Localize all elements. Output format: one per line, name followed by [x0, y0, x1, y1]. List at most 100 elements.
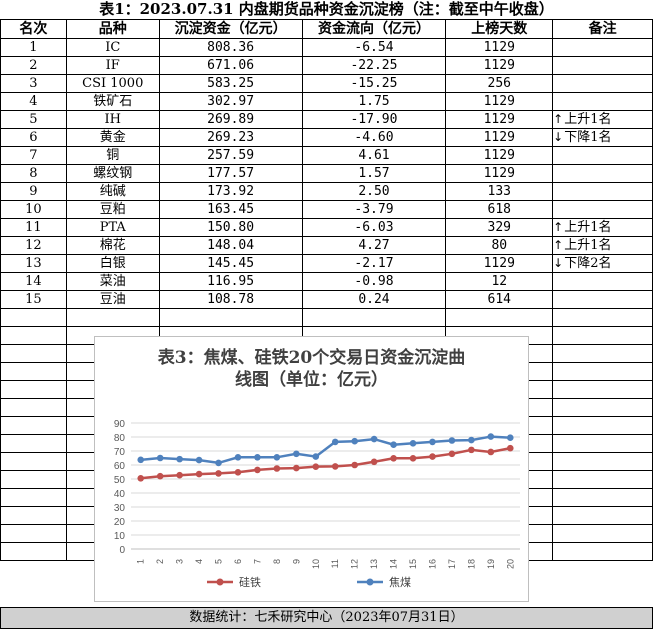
legend-label: 硅铁 [239, 576, 261, 589]
empty-cell [445, 308, 554, 327]
data-point [215, 459, 222, 467]
chart-title-line: 表3：焦煤、硅铁20个交易日资金沉淀曲 [157, 348, 466, 368]
empty-cell [552, 326, 653, 345]
data-point [331, 438, 339, 446]
data-point [215, 470, 222, 477]
data-point [254, 466, 261, 474]
rank-cell: 14 [0, 272, 67, 291]
empty-cell [0, 470, 67, 489]
empty-cell [0, 362, 67, 381]
arrow-down-icon: ↓ [553, 130, 564, 144]
data-point [429, 453, 436, 460]
name-cell: IH [65, 110, 160, 129]
data-point [390, 454, 397, 462]
data-point [176, 471, 183, 479]
data-point [370, 435, 378, 443]
data-point [351, 437, 358, 445]
flow-cell: -2.17 [301, 254, 447, 273]
x-tick-label: 11 [330, 559, 340, 568]
data-point [409, 454, 417, 462]
name-cell: 豆油 [65, 290, 160, 309]
table-row: 13 白银 145.45 -2.17 1129 ↓下降2名 [0, 254, 653, 273]
x-tick-label: 1 [136, 559, 146, 564]
header-flow: 资金流向（亿元） [301, 19, 447, 39]
note-cell [552, 290, 653, 309]
flow-cell: 1.75 [301, 92, 447, 111]
y-tick-label: 80 [114, 433, 126, 444]
days-cell: 1129 [445, 56, 554, 75]
flow-cell: -22.25 [301, 56, 447, 75]
y-tick-label: 70 [114, 447, 126, 458]
empty-cell [0, 344, 67, 363]
rank-cell: 9 [0, 182, 67, 201]
days-cell: 1129 [445, 110, 554, 129]
legend-label: 焦煤 [389, 576, 411, 589]
empty-cell [552, 524, 653, 543]
y-tick-label: 60 [114, 461, 126, 472]
data-point [234, 454, 242, 461]
data-point [312, 463, 320, 470]
x-tick-label: 10 [311, 559, 321, 569]
capital-cell: 177.57 [158, 164, 303, 183]
footer-source: 数据统计：七禾研究中心（2023年07月31日） [0, 607, 653, 629]
name-cell: 黄金 [65, 128, 160, 147]
empty-cell [0, 308, 67, 327]
data-point [409, 440, 417, 447]
empty-cell [0, 416, 67, 435]
flow-cell: -15.25 [301, 74, 447, 93]
empty-cell [0, 506, 67, 525]
data-point [156, 454, 164, 462]
name-cell: 菜油 [65, 272, 160, 291]
header-capital: 沉淀资金（亿元） [158, 19, 303, 39]
capital-cell: 163.45 [158, 200, 303, 219]
days-cell: 1129 [445, 254, 554, 273]
data-point [195, 470, 203, 478]
capital-cell: 150.80 [158, 218, 303, 237]
empty-cell [552, 452, 653, 471]
data-point [468, 446, 475, 454]
arrow-up-icon: ↑ [553, 112, 564, 126]
x-tick-label: 5 [214, 559, 224, 564]
capital-cell: 116.95 [158, 272, 303, 291]
days-cell: 1129 [445, 38, 554, 57]
capital-cell: 302.97 [158, 92, 303, 111]
name-cell: CSI 1000 [65, 74, 160, 93]
rank-cell: 7 [0, 146, 67, 165]
data-point [156, 472, 164, 480]
arrow-up-icon: ↑ [553, 220, 564, 234]
flow-cell: 4.61 [301, 146, 447, 165]
note-text: 上升1名 [564, 112, 612, 127]
note-cell [552, 56, 653, 75]
data-point [487, 448, 495, 456]
rank-cell: 1 [0, 38, 67, 57]
x-tick-label: 19 [486, 559, 496, 569]
x-tick-label: 3 [175, 559, 185, 564]
note-cell [552, 38, 653, 57]
header-days: 上榜天数 [445, 19, 554, 39]
note-cell: ↑上升1名 [552, 236, 653, 255]
rank-cell: 15 [0, 290, 67, 309]
data-point [254, 454, 261, 461]
rank-cell: 12 [0, 236, 67, 255]
data-point [137, 456, 145, 464]
table-row: 7 铜 257.59 4.61 1129 [0, 146, 653, 165]
rank-cell: 3 [0, 74, 67, 93]
empty-cell [65, 308, 160, 327]
flow-cell: 0.24 [301, 290, 447, 309]
legend-marker [366, 578, 374, 586]
flow-cell: -6.54 [301, 38, 447, 57]
note-cell [552, 200, 653, 219]
days-cell: 614 [445, 290, 554, 309]
note-cell [552, 182, 653, 201]
arrow-up-icon: ↑ [553, 238, 564, 252]
rank-cell: 5 [0, 110, 67, 129]
data-point [468, 436, 475, 444]
note-text: 上升1名 [564, 220, 612, 235]
capital-cell: 808.36 [158, 38, 303, 57]
days-cell: 618 [445, 200, 554, 219]
empty-cell [0, 524, 67, 543]
empty-row [0, 308, 653, 327]
name-cell: PTA [65, 218, 160, 237]
table-row: 3 CSI 1000 583.25 -15.25 256 [0, 74, 653, 93]
